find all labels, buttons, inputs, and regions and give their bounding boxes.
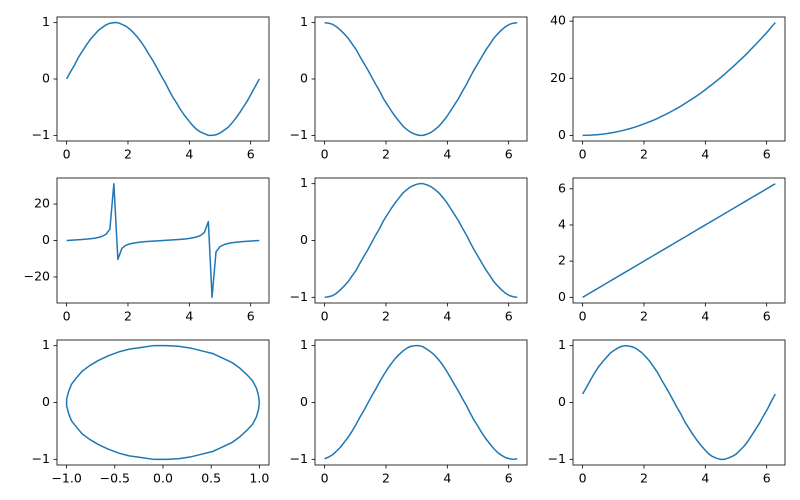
y-tick-label: 0 [300, 232, 308, 247]
y-tick-label: 1 [300, 14, 308, 29]
axes-frame [56, 16, 270, 142]
y-tick-label: 0 [42, 232, 50, 247]
y-tick-label: 1 [42, 337, 50, 352]
x-tick-label: 2 [382, 471, 390, 486]
data-line [324, 182, 518, 299]
x-tick-label: 2 [640, 471, 648, 486]
x-tick-label: 2 [382, 309, 390, 324]
x-tick-label: 6 [505, 147, 513, 162]
x-tick-label: 4 [701, 147, 709, 162]
x-tick-label: 4 [185, 309, 193, 324]
x-tick-label: 0 [321, 147, 329, 162]
axes-frame [572, 16, 786, 142]
y-tick-label: −1 [290, 451, 308, 466]
x-tick-label: 4 [185, 147, 193, 162]
data-line [581, 344, 776, 461]
data-line [324, 344, 518, 461]
x-tick-label: 0 [579, 309, 587, 324]
y-tick-label: 6 [558, 180, 566, 195]
y-tick-label: 40 [550, 13, 566, 28]
y-tick-label: −1 [32, 451, 50, 466]
y-tick-label: −1 [290, 289, 308, 304]
axes-frame [314, 339, 528, 466]
axes-frame [314, 16, 528, 142]
y-tick-label: 0 [42, 394, 50, 409]
x-tick-label: 2 [640, 147, 648, 162]
axes-frame [56, 339, 270, 466]
x-tick-label: 0 [321, 471, 329, 486]
x-tick-label: 0 [579, 147, 587, 162]
x-tick-label: −1.0 [51, 471, 81, 486]
y-tick-label: −20 [24, 268, 50, 283]
y-tick-label: 0 [42, 71, 50, 86]
x-tick-label: 2 [640, 309, 648, 324]
x-tick-label: 2 [124, 309, 132, 324]
x-tick-label: 6 [763, 471, 771, 486]
x-tick-label: 6 [505, 309, 513, 324]
x-tick-label: −0.5 [100, 471, 130, 486]
x-tick-label: 6 [247, 147, 255, 162]
y-tick-label: 0 [300, 394, 308, 409]
y-tick-label: −1 [32, 127, 50, 142]
x-tick-label: 2 [382, 147, 390, 162]
data-line [582, 183, 776, 298]
y-tick-label: 0 [558, 394, 566, 409]
x-tick-label: 4 [701, 471, 709, 486]
x-tick-label: 4 [443, 471, 451, 486]
x-tick-label: 0.0 [153, 471, 173, 486]
x-tick-label: 0 [579, 471, 587, 486]
x-tick-label: 4 [701, 309, 709, 324]
x-tick-label: 0.5 [201, 471, 221, 486]
x-tick-label: 0 [63, 309, 71, 324]
axes-frame [572, 177, 786, 304]
y-tick-label: 0 [558, 127, 566, 142]
x-tick-label: 6 [505, 471, 513, 486]
y-tick-label: 20 [550, 70, 566, 85]
x-tick-label: 6 [763, 309, 771, 324]
y-tick-label: −1 [290, 127, 308, 142]
y-tick-label: 1 [42, 14, 50, 29]
y-tick-label: 1 [558, 337, 566, 352]
axes-frame [572, 339, 786, 466]
data-line [65, 344, 261, 461]
x-tick-label: 2 [124, 147, 132, 162]
x-tick-label: 0 [321, 309, 329, 324]
x-tick-label: 6 [247, 309, 255, 324]
x-tick-label: 1.0 [249, 471, 269, 486]
y-tick-label: −1 [548, 451, 566, 466]
x-tick-label: 4 [443, 147, 451, 162]
axes-frame [314, 177, 528, 304]
data-line [66, 182, 260, 299]
y-tick-label: 0 [558, 289, 566, 304]
y-tick-label: 2 [558, 253, 566, 268]
y-tick-label: 1 [300, 337, 308, 352]
data-line [582, 22, 776, 137]
axes-frame [56, 177, 270, 304]
x-tick-label: 0 [63, 147, 71, 162]
x-tick-label: 4 [443, 309, 451, 324]
y-tick-label: 0 [300, 71, 308, 86]
data-line [324, 21, 518, 137]
y-tick-label: 4 [558, 216, 566, 231]
data-line [65, 21, 260, 137]
y-tick-label: 1 [300, 175, 308, 190]
x-tick-label: 6 [763, 147, 771, 162]
y-tick-label: 20 [34, 196, 50, 211]
